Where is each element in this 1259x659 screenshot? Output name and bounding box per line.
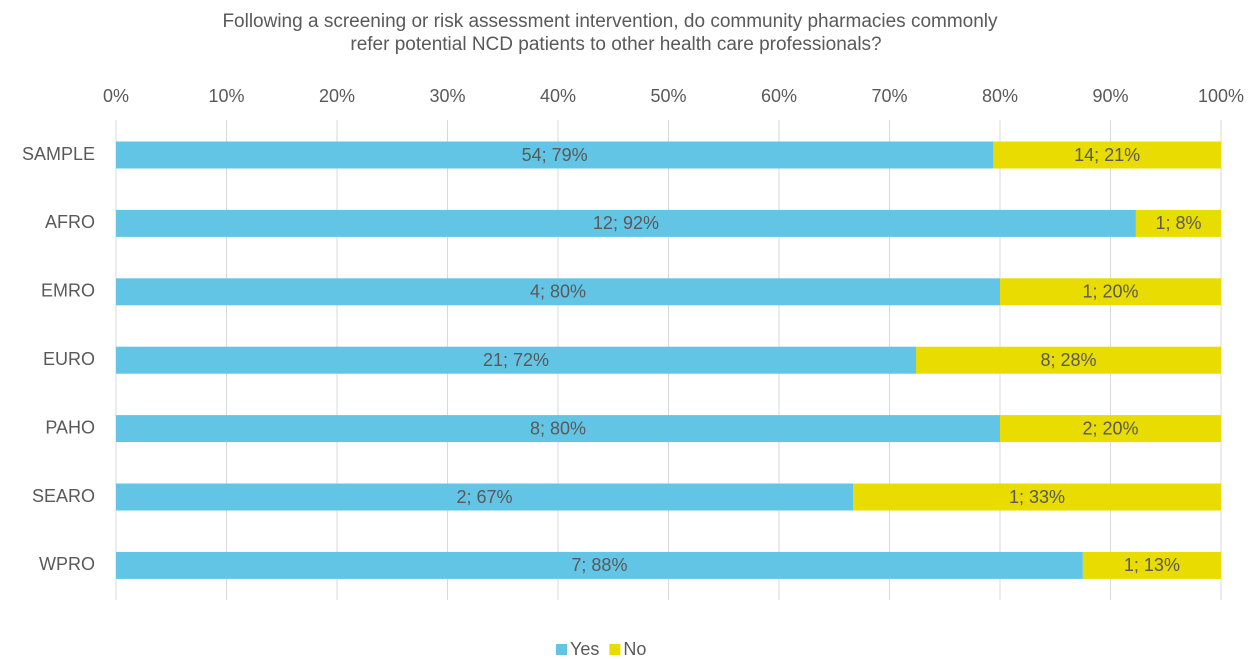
data-label: 2; 20% bbox=[1082, 418, 1138, 438]
x-tick-label: 10% bbox=[208, 86, 244, 106]
data-label: 2; 67% bbox=[456, 487, 512, 507]
data-label: 7; 88% bbox=[571, 555, 627, 575]
legend-label: No bbox=[623, 639, 646, 659]
bar-segment bbox=[1000, 278, 1221, 306]
bar-segment bbox=[916, 346, 1221, 374]
x-tick-label: 60% bbox=[761, 86, 797, 106]
bar-segment bbox=[1000, 415, 1221, 443]
bar-segment bbox=[853, 483, 1221, 511]
bar-segment bbox=[116, 483, 854, 511]
x-tick-label: 30% bbox=[429, 86, 465, 106]
bar-segment bbox=[116, 346, 917, 374]
bar-segment bbox=[116, 415, 1000, 443]
x-tick-label: 50% bbox=[650, 86, 686, 106]
x-tick-label: 100% bbox=[1198, 86, 1244, 106]
bar-segment bbox=[1135, 209, 1221, 237]
x-tick-label: 40% bbox=[540, 86, 576, 106]
x-tick-label: 70% bbox=[871, 86, 907, 106]
bar-segment bbox=[116, 141, 994, 169]
legend-swatch bbox=[556, 644, 567, 655]
y-tick-label: SEARO bbox=[32, 486, 95, 506]
y-tick-label: EURO bbox=[43, 349, 95, 369]
bar-segment bbox=[1082, 551, 1221, 579]
x-tick-label: 80% bbox=[982, 86, 1018, 106]
data-label: 4; 80% bbox=[530, 282, 586, 302]
data-label: 14; 21% bbox=[1074, 145, 1140, 165]
legend-label: Yes bbox=[570, 639, 599, 659]
x-tick-label: 90% bbox=[1092, 86, 1128, 106]
y-tick-label: EMRO bbox=[41, 281, 95, 301]
bar-segment bbox=[116, 278, 1000, 306]
data-label: 8; 28% bbox=[1040, 350, 1096, 370]
data-label: 12; 92% bbox=[593, 213, 659, 233]
data-label: 8; 80% bbox=[530, 418, 586, 438]
bar-segment bbox=[116, 551, 1083, 579]
data-label: 1; 20% bbox=[1082, 282, 1138, 302]
chart-title: Following a screening or risk assessment… bbox=[222, 11, 998, 32]
y-tick-label: PAHO bbox=[45, 417, 95, 437]
data-label: 21; 72% bbox=[483, 350, 549, 370]
data-label: 54; 79% bbox=[522, 145, 588, 165]
y-tick-label: WPRO bbox=[39, 554, 95, 574]
x-tick-label: 20% bbox=[319, 86, 355, 106]
bar-segment bbox=[993, 141, 1221, 169]
y-tick-label: AFRO bbox=[45, 212, 95, 232]
data-label: 1; 8% bbox=[1155, 213, 1201, 233]
bar-segment bbox=[116, 209, 1136, 237]
chart-title: refer potential NCD patients to other he… bbox=[350, 34, 881, 55]
legend-swatch bbox=[609, 644, 621, 655]
x-tick-label: 0% bbox=[103, 86, 129, 106]
data-label: 1; 13% bbox=[1124, 555, 1180, 575]
data-label: 1; 33% bbox=[1009, 487, 1065, 507]
y-tick-label: SAMPLE bbox=[22, 144, 95, 164]
